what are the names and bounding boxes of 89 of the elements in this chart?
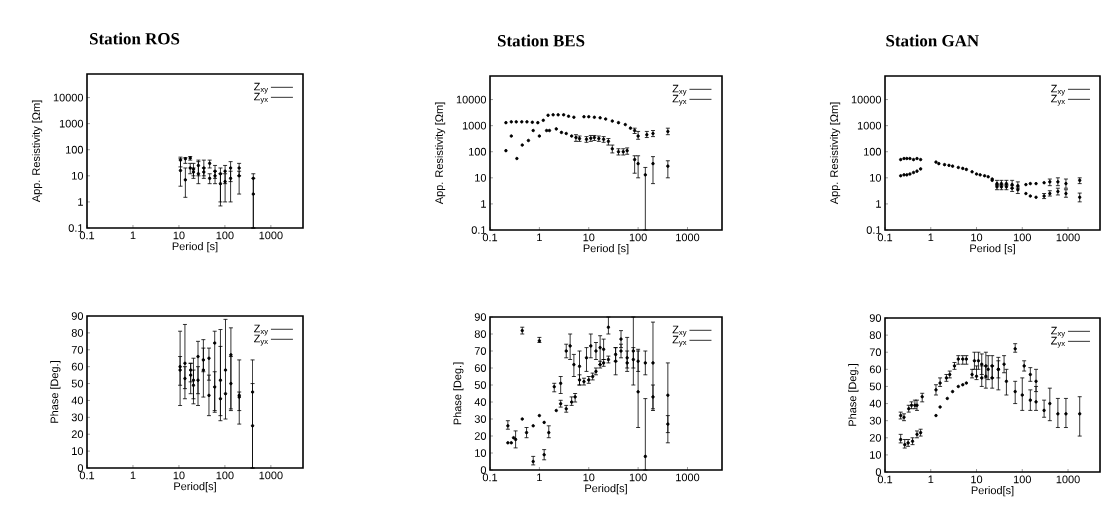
y-tick-label: 80: [71, 329, 84, 337]
y-tick-label: 90: [71, 312, 84, 320]
y-tick-label: 30: [71, 413, 84, 422]
y-tick-label: 30: [474, 415, 487, 423]
x-tick-label: 10: [173, 231, 185, 240]
y-tick-label: 30: [869, 416, 882, 425]
legend-label: Z$_{yx}$: [672, 335, 687, 347]
y-axis-title: App. Resistivity [Ωm]: [434, 102, 446, 205]
y-tick-label: 1: [876, 200, 881, 208]
x-axis-title: Period[s]: [971, 486, 1014, 497]
x-tick-label: 100: [629, 233, 647, 242]
y-tick-label: 10: [870, 451, 882, 459]
y-tick-label: 70: [869, 348, 882, 357]
x-axis-title: Period [s]: [172, 242, 218, 253]
y-tick-label: 20: [869, 433, 882, 442]
y-tick-label: 80: [474, 330, 487, 338]
x-tick-label: 1000: [676, 233, 700, 242]
y-axis-title: App. Resistivity [Ωm]: [829, 102, 841, 205]
y-tick-label: 1: [481, 200, 486, 208]
x-tick-label: 100: [629, 473, 647, 482]
y-tick-label: 90: [474, 313, 487, 321]
y-tick-label: 40: [474, 398, 487, 406]
x-tick-label: 1000: [676, 473, 700, 482]
y-tick-label: 1000: [462, 121, 487, 130]
y-tick-label: 80: [869, 331, 882, 339]
chart-title: Station GAN: [886, 34, 979, 47]
y-tick-label: 10: [475, 449, 487, 457]
x-tick-label: 1: [928, 475, 934, 484]
y-tick-label: 60: [474, 364, 487, 372]
y-tick-label: 1000: [857, 121, 882, 130]
y-tick-label: 10: [870, 173, 882, 182]
x-tick-label: 1000: [1056, 233, 1080, 242]
y-axis-title: Phase [Deg.]: [848, 364, 859, 426]
x-tick-label: 1: [928, 233, 934, 242]
x-tick-label: 100: [1013, 475, 1031, 484]
y-tick-label: 50: [474, 381, 487, 389]
y-tick-label: 1000: [59, 119, 84, 128]
y-tick-label: 10000: [53, 93, 84, 102]
y-tick-label: 40: [869, 399, 882, 408]
y-tick-label: 0.1: [68, 224, 83, 232]
chart-title: Station ROS: [90, 32, 180, 45]
y-tick-label: 100: [864, 147, 882, 156]
y-tick-label: 20: [474, 432, 487, 440]
x-tick-label: 100: [1013, 233, 1031, 242]
y-tick-label: 10000: [851, 95, 882, 104]
x-tick-label: 1: [537, 233, 542, 242]
x-axis-title: Period[s]: [174, 482, 216, 493]
x-tick-label: 10: [583, 473, 595, 482]
x-axis-title: Period [s]: [970, 244, 1015, 255]
x-axis-title: Period [s]: [583, 244, 629, 255]
x-axis-title: Period[s]: [585, 484, 627, 495]
y-tick-label: 10: [72, 447, 84, 455]
y-tick-label: 0.1: [471, 226, 486, 234]
y-tick-label: 10000: [456, 95, 487, 104]
y-tick-label: 0.1: [866, 226, 881, 234]
x-tick-label: 1000: [259, 471, 283, 480]
chart-title: Station BES: [497, 34, 585, 47]
y-tick-label: 70: [474, 347, 487, 355]
y-axis-title: App. Resistivity [Ωm]: [31, 100, 43, 203]
y-tick-label: 50: [71, 379, 84, 388]
x-tick-label: 1: [130, 231, 136, 240]
y-axis-title: Phase [Deg.]: [453, 362, 464, 425]
legend-label: Z$_{yx}$: [672, 94, 687, 106]
y-tick-label: 60: [869, 365, 882, 374]
y-tick-label: 20: [71, 430, 84, 439]
y-tick-label: 1: [78, 198, 83, 206]
y-tick-label: 40: [71, 396, 84, 405]
x-tick-label: 1000: [1056, 475, 1080, 484]
y-tick-label: 100: [66, 145, 84, 154]
x-tick-label: 100: [216, 231, 234, 240]
y-tick-label: 70: [71, 345, 84, 354]
x-tick-label: 10: [583, 233, 595, 242]
y-tick-label: 50: [869, 382, 882, 391]
y-tick-label: 10: [475, 173, 487, 182]
y-tick-label: 0: [480, 466, 487, 474]
y-tick-label: 90: [869, 314, 882, 322]
y-tick-label: 10: [72, 171, 84, 180]
x-tick-label: 10: [173, 471, 185, 480]
x-tick-label: 1: [130, 471, 136, 480]
y-tick-label: 100: [469, 147, 487, 156]
x-tick-label: 10: [971, 475, 983, 484]
x-tick-label: 100: [216, 471, 234, 480]
x-tick-label: 10: [971, 233, 983, 242]
y-tick-label: 0: [875, 468, 882, 476]
x-tick-label: 1: [537, 473, 542, 482]
x-tick-label: 1000: [259, 231, 283, 240]
y-axis-title: Phase [Deg.]: [50, 361, 61, 423]
y-tick-label: 0: [77, 464, 84, 472]
y-tick-label: 60: [71, 362, 84, 371]
